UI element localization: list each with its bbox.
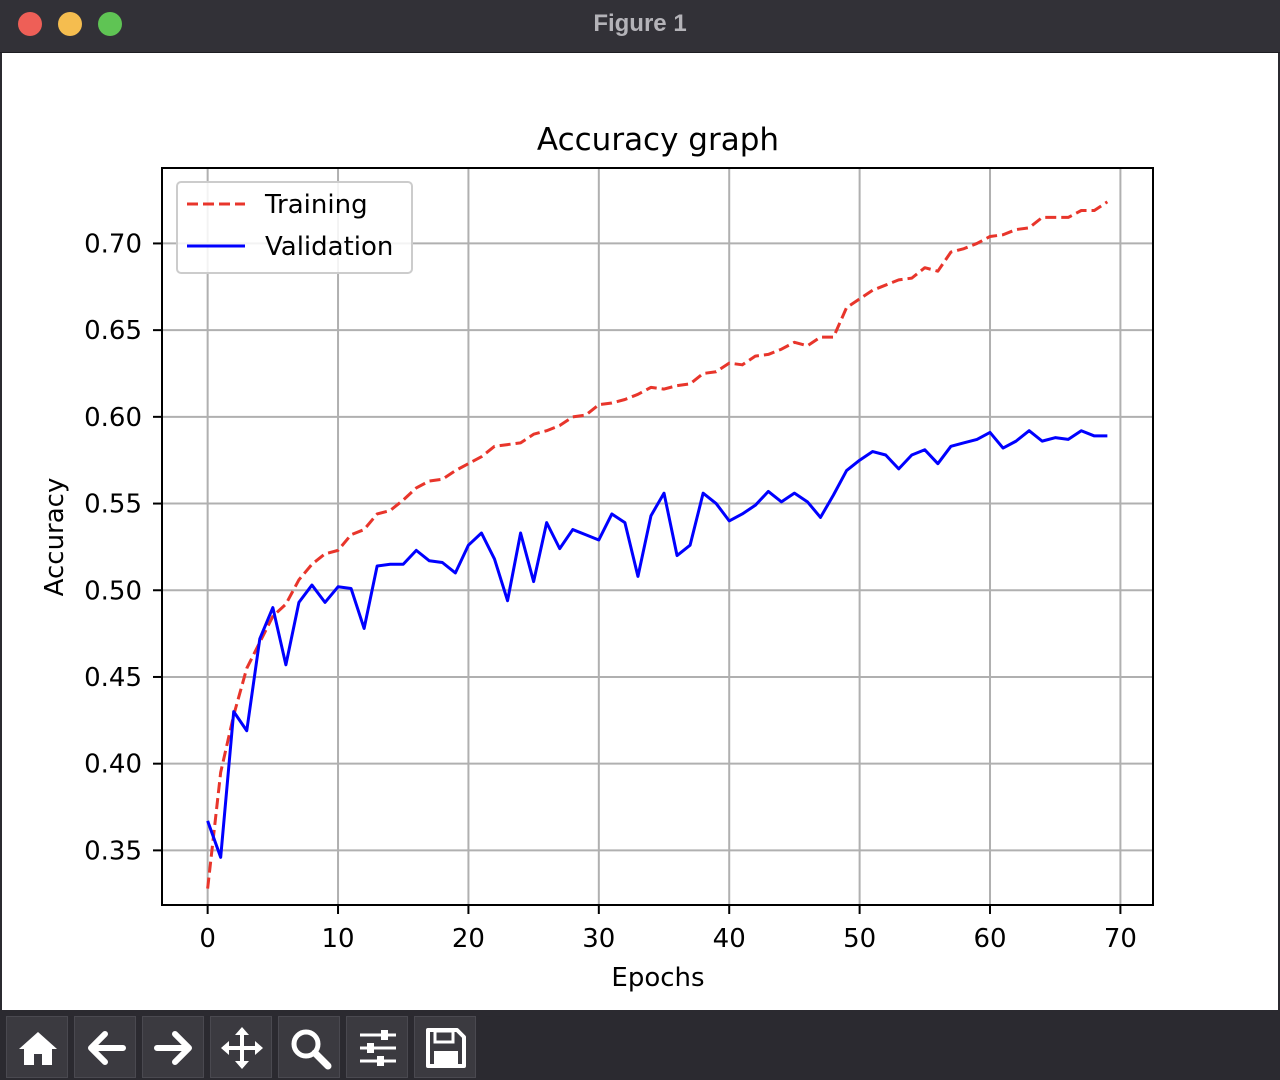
- minimize-window-button[interactable]: [58, 12, 82, 36]
- x-axis-label: Epochs: [611, 963, 704, 993]
- x-tick-label: 70: [1104, 924, 1137, 954]
- chart-title: Accuracy graph: [537, 122, 779, 158]
- x-tick-label: 40: [713, 924, 746, 954]
- y-tick-label: 0.50: [84, 576, 142, 606]
- arrow-right-icon: [154, 1031, 192, 1065]
- back-button[interactable]: [74, 1016, 136, 1078]
- navigation-toolbar: [0, 1012, 1280, 1080]
- figure-canvas[interactable]: 0 10 20 30 40 50 60 70 0.35 0.40 0.45 0.50 0.55 0.60 0…: [2, 53, 1278, 1010]
- arrow-left-icon: [88, 1031, 126, 1065]
- close-window-button[interactable]: [18, 12, 42, 36]
- series-line-validation: [206, 429, 1108, 859]
- y-tick-label: 0.60: [84, 403, 142, 433]
- zoom-button[interactable]: [278, 1016, 340, 1078]
- y-tick-label: 0.55: [84, 490, 142, 520]
- x-tick-label: 60: [973, 924, 1006, 954]
- maximize-window-button[interactable]: [98, 12, 122, 36]
- forward-button[interactable]: [142, 1016, 204, 1078]
- series-lines: [206, 200, 1109, 889]
- legend: Training Validation: [176, 181, 413, 274]
- accuracy-chart: 0 10 20 30 40 50 60 70 0.35 0.40 0.45 0.50 0.55 0.60 0…: [40, 122, 1154, 993]
- x-tick-label: 0: [199, 924, 216, 954]
- home-icon: [19, 1032, 57, 1065]
- axis-ticks: 0 10 20 30 40 50 60 70 0.35 0.40 0.45 0.50 0.55 0.60 0…: [84, 229, 1137, 954]
- move-icon: [221, 1027, 263, 1069]
- pan-button[interactable]: [210, 1016, 272, 1078]
- grid: [162, 168, 1153, 905]
- sliders-icon: [360, 1030, 396, 1066]
- plot-area-frame: [161, 167, 1154, 906]
- y-tick-label: 0.45: [84, 663, 142, 693]
- home-button[interactable]: [6, 1016, 68, 1078]
- x-tick-label: 50: [843, 924, 876, 954]
- y-tick-label: 0.40: [84, 750, 142, 780]
- floppy-disk-icon: [426, 1028, 466, 1068]
- y-axis-label: Accuracy: [40, 478, 70, 597]
- legend-label-training: Training: [264, 190, 368, 220]
- legend-label-validation: Validation: [265, 232, 393, 262]
- title-bar[interactable]: Figure 1: [0, 0, 1280, 53]
- configure-subplots-button[interactable]: [346, 1016, 408, 1078]
- x-tick-label: 30: [582, 924, 615, 954]
- series-line-training: [206, 200, 1109, 889]
- x-tick-label: 10: [321, 924, 354, 954]
- y-tick-label: 0.70: [84, 229, 142, 259]
- save-button[interactable]: [414, 1016, 476, 1078]
- y-tick-label: 0.65: [84, 316, 142, 346]
- magnifier-icon: [291, 1029, 332, 1070]
- x-tick-label: 20: [452, 924, 485, 954]
- y-tick-label: 0.35: [84, 836, 142, 866]
- window-title: Figure 1: [593, 10, 687, 37]
